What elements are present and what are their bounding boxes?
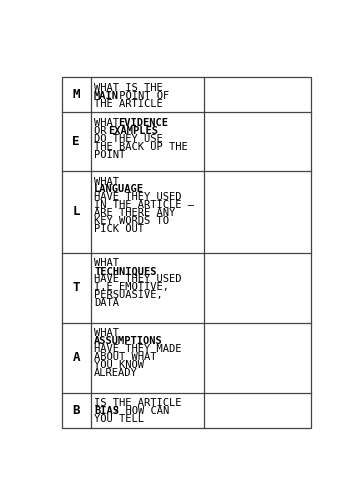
Text: WHAT IS THE: WHAT IS THE <box>94 83 169 93</box>
Text: M: M <box>72 88 80 102</box>
Text: POINT: POINT <box>94 150 125 160</box>
Text: IN THE ARTICLE –: IN THE ARTICLE – <box>94 200 194 210</box>
Text: POINT OF: POINT OF <box>113 91 170 101</box>
Text: WHAT: WHAT <box>94 328 119 338</box>
Text: HAVE THEY MADE: HAVE THEY MADE <box>94 344 181 354</box>
Text: ? HOW CAN: ? HOW CAN <box>113 406 170 416</box>
Text: HAVE THEY USED: HAVE THEY USED <box>94 192 181 202</box>
Text: L: L <box>72 205 80 218</box>
Text: B: B <box>72 404 80 416</box>
Text: OR: OR <box>94 126 113 136</box>
Text: I.E EMOTIVE,: I.E EMOTIVE, <box>94 282 169 292</box>
Text: DO THEY USE: DO THEY USE <box>94 134 163 144</box>
Text: KEY WORDS TO: KEY WORDS TO <box>94 216 169 226</box>
Text: MAIN: MAIN <box>94 91 119 101</box>
Text: EVIDENCE: EVIDENCE <box>118 118 168 128</box>
Text: YOU KNOW: YOU KNOW <box>94 360 144 370</box>
Text: E: E <box>72 135 80 148</box>
Text: ARE THERE ANY: ARE THERE ANY <box>94 208 175 218</box>
Text: ASSUMPTIONS: ASSUMPTIONS <box>94 336 163 346</box>
Text: T: T <box>72 281 80 294</box>
Text: A: A <box>72 351 80 364</box>
Text: EXAMPLES: EXAMPLES <box>109 126 158 136</box>
Text: WHAT: WHAT <box>94 118 125 128</box>
Text: PICK OUT: PICK OUT <box>94 224 144 234</box>
Text: HAVE THEY USED: HAVE THEY USED <box>94 274 181 284</box>
Text: DATA: DATA <box>94 298 119 308</box>
Text: ABOUT WHAT: ABOUT WHAT <box>94 352 157 362</box>
Text: WHAT: WHAT <box>94 176 119 186</box>
Text: YOU TELL: YOU TELL <box>94 414 144 424</box>
Text: LANGUAGE: LANGUAGE <box>94 184 144 194</box>
Text: TECHNIQUES: TECHNIQUES <box>94 266 157 276</box>
Text: IS THE ARTICLE: IS THE ARTICLE <box>94 398 181 408</box>
Text: THE ARTICLE: THE ARTICLE <box>94 99 163 109</box>
Text: ALREADY: ALREADY <box>94 368 138 378</box>
Text: PERSUASIVE,: PERSUASIVE, <box>94 290 163 300</box>
Text: THE BACK UP THE: THE BACK UP THE <box>94 142 188 152</box>
Text: WHAT: WHAT <box>94 258 119 268</box>
Text: BIAS: BIAS <box>94 406 119 416</box>
